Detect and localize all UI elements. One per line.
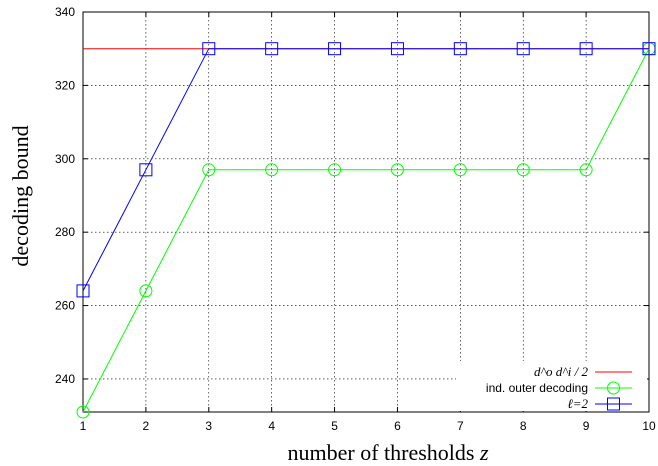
x-tick-label: 1 [80, 419, 87, 433]
data-point-circle [516, 163, 530, 177]
x-tick-label: 6 [394, 419, 401, 433]
data-point-square [390, 42, 404, 56]
y-tick-label: 340 [55, 5, 75, 19]
x-tick-label: 8 [520, 419, 527, 433]
x-tick-label: 5 [331, 419, 338, 433]
legend-background [456, 361, 647, 411]
legend-marker-circle [607, 381, 620, 395]
data-point-square [265, 42, 279, 56]
data-point-square [202, 42, 216, 56]
y-tick-label: 320 [55, 78, 75, 92]
x-axis-label: number of thresholds z [287, 440, 488, 465]
data-point-square [453, 42, 467, 56]
plot-frame [82, 11, 650, 413]
data-point-circle [265, 163, 279, 177]
data-point-square [139, 163, 153, 177]
x-tick-label: 4 [268, 419, 275, 433]
legend-label-1: ind. outer decoding [486, 381, 588, 395]
x-tick-label: 9 [583, 419, 590, 433]
data-point-square [642, 42, 656, 56]
data-point-square [579, 42, 593, 56]
y-tick-label: 240 [55, 372, 75, 386]
data-point-circle [453, 163, 467, 177]
data-point-square [328, 42, 342, 56]
y-tick-label: 280 [55, 225, 75, 239]
grid-lines [83, 12, 649, 412]
x-tick-label: 2 [143, 419, 150, 433]
series-line-1 [82, 48, 650, 413]
x-tick-label: 10 [642, 419, 656, 433]
y-tick-label: 260 [55, 299, 75, 313]
data-point-circle [202, 163, 216, 177]
data-point-circle [139, 284, 153, 298]
data-point-square [516, 42, 530, 56]
series-group [76, 42, 656, 419]
data-point-square [76, 284, 90, 298]
data-point-circle [76, 405, 90, 419]
legend-label-2: ℓ=2 [567, 396, 588, 411]
data-point-circle [328, 163, 342, 177]
axis-ticks: 1 2 3 4 5 6 7 8 9 10 240 260 280 300 320 340 [55, 5, 656, 433]
legend-marker-square [607, 397, 620, 411]
y-axis-label: decoding bound [8, 125, 33, 266]
series-line-2 [82, 48, 649, 292]
legend-label-0: d^o d^i / 2 [534, 364, 588, 379]
data-point-circle [579, 163, 593, 177]
x-tick-label: 3 [205, 419, 212, 433]
y-tick-label: 300 [55, 152, 75, 166]
data-point-circle [390, 163, 404, 177]
x-tick-label: 7 [457, 419, 464, 433]
